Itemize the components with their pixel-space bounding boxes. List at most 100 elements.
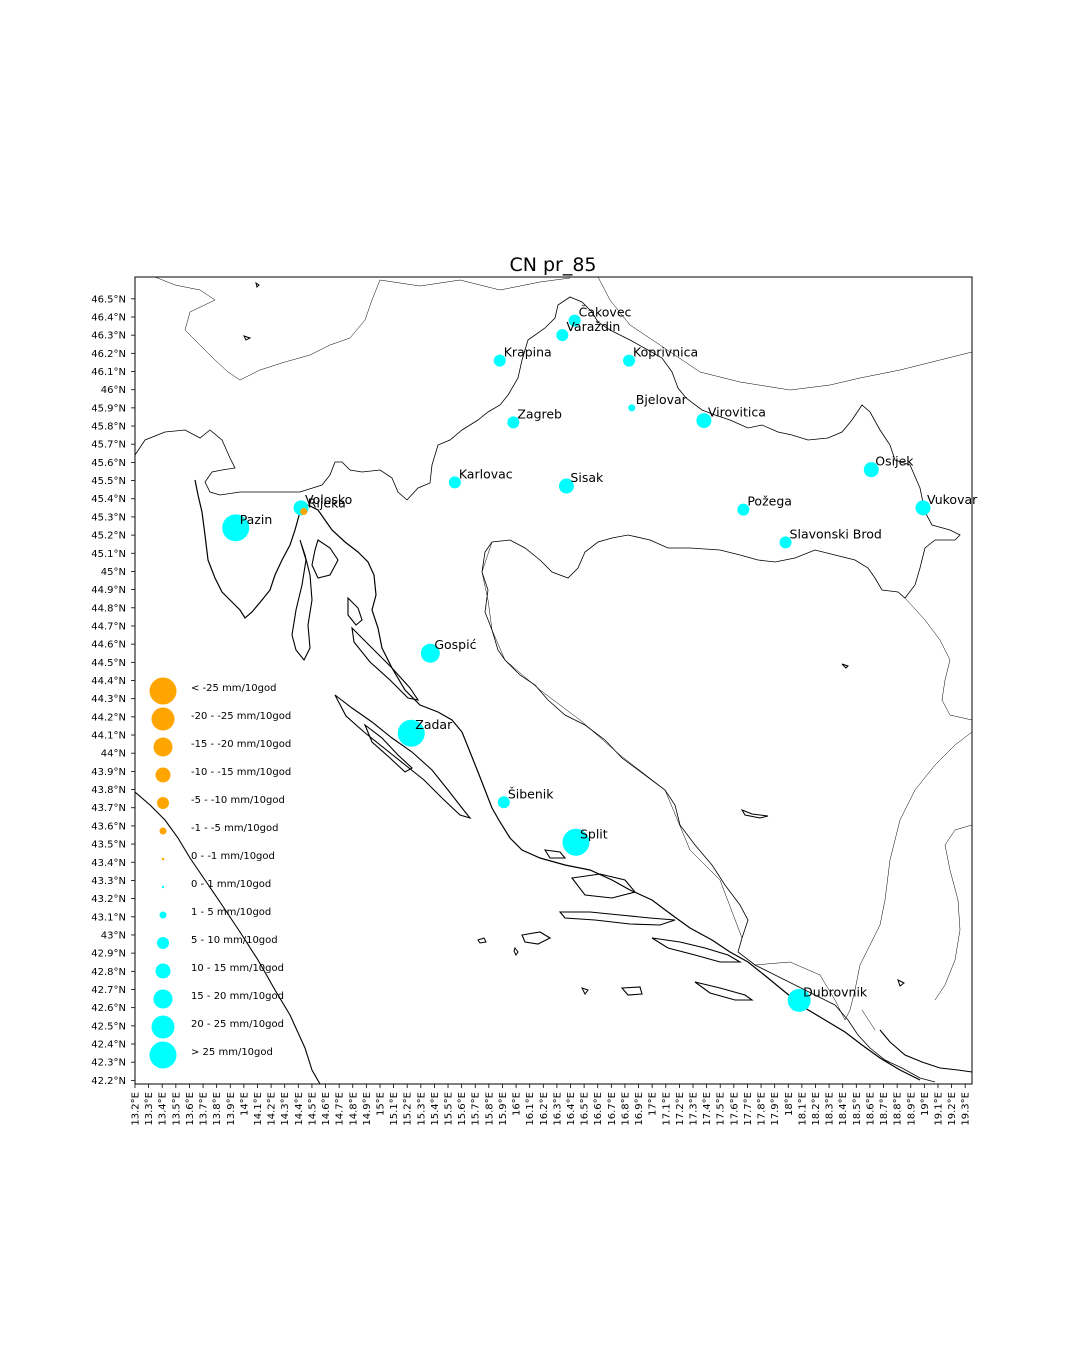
lon-tick-label: 18.6°E [865, 1092, 876, 1126]
lat-tick-label: 46.1°N [91, 367, 126, 378]
map-geography [135, 277, 972, 1084]
station-label: Bjelovar [636, 392, 688, 407]
lat-tick-label: 46.5°N [91, 294, 126, 305]
lon-tick-label: 15.6°E [457, 1092, 468, 1126]
montenegro-border [861, 824, 972, 1031]
station-marker [448, 476, 461, 489]
longitude-axis: 13.2°E 13.3°E 13.4°E 13.5°E 13.6°E 13.7°E 13.8… [131, 1084, 972, 1126]
legend-marker [159, 827, 167, 835]
island-hvar [558, 911, 676, 926]
legend-marker [155, 963, 171, 979]
station-label: Sisak [570, 470, 604, 485]
lon-tick-label: 13.4°E [158, 1092, 169, 1126]
station-label: Slavonski Brod [790, 526, 882, 541]
legend-marker [161, 857, 165, 861]
lat-tick-label: 43.5°N [91, 840, 126, 851]
station-label: Vukovar [927, 492, 978, 507]
legend-label: < -25 mm/10god [191, 683, 276, 694]
island-brac [570, 873, 636, 899]
lon-tick-label: 17.9°E [770, 1092, 781, 1126]
station-marker [397, 719, 425, 747]
station-marker [628, 404, 636, 412]
lat-tick-label: 45.6°N [91, 458, 126, 469]
lat-tick-label: 43.7°N [91, 803, 126, 814]
legend-marker [149, 677, 177, 705]
lon-tick-label: 15.1°E [389, 1092, 400, 1126]
lat-tick-label: 45.1°N [91, 549, 126, 560]
legend-marker [151, 707, 175, 731]
lon-tick-label: 16.8°E [620, 1092, 631, 1126]
station-marker [737, 503, 750, 516]
lon-tick-label: 14.1°E [253, 1092, 264, 1126]
station-label: Čakovec [579, 305, 632, 320]
station-label: Pazin [240, 512, 273, 527]
station-marker [507, 416, 520, 429]
lon-tick-label: 13.8°E [212, 1092, 223, 1126]
lon-tick-label: 13.9°E [226, 1092, 237, 1126]
lat-tick-label: 46°N [101, 385, 126, 396]
lon-tick-label: 13.2°E [131, 1092, 142, 1126]
lon-tick-label: 16.7°E [607, 1092, 618, 1126]
station-marker [568, 314, 581, 327]
legend-label: 0 - -1 mm/10god [191, 851, 275, 862]
lon-tick-label: 14.3°E [280, 1092, 291, 1126]
lon-tick-label: 16.3°E [552, 1092, 563, 1126]
slovenia-border [154, 277, 381, 381]
legend: < -25 mm/10god -20 - -25 mm/10god -15 - -2… [149, 677, 291, 1069]
legend-marker [149, 1041, 177, 1069]
legend-label: > 25 mm/10god [191, 1047, 273, 1058]
lon-tick-label: 15.3°E [416, 1092, 427, 1126]
island-ugljan [363, 723, 413, 773]
lat-tick-label: 43.1°N [91, 912, 126, 923]
lon-tick-label: 17.1°E [661, 1092, 672, 1126]
legend-label: 5 - 10 mm/10god [191, 935, 278, 946]
station-label: Požega [747, 494, 792, 509]
island-small-1 [740, 808, 769, 819]
montenegro-coast [879, 1029, 972, 1073]
lat-tick-label: 42.8°N [91, 967, 126, 978]
station-label: Osijek [875, 454, 914, 469]
station-marker [497, 796, 510, 809]
lake-small [841, 663, 849, 669]
lon-tick-label: 17.3°E [689, 1092, 700, 1126]
station-label: Dubrovnik [803, 984, 868, 999]
legend-marker [155, 767, 171, 783]
legend-label: -15 - -20 mm/10god [191, 739, 291, 750]
lon-tick-label: 17.4°E [702, 1092, 713, 1126]
lon-tick-label: 19.1°E [933, 1092, 944, 1126]
serbia-border [904, 597, 972, 721]
island-dugi-otok [334, 694, 472, 820]
lon-tick-label: 15.7°E [471, 1092, 482, 1126]
station-label: Zadar [415, 717, 453, 732]
lon-tick-label: 13.6°E [185, 1092, 196, 1126]
station-marker [556, 329, 569, 342]
island-krk [311, 539, 339, 579]
island-lastovo [620, 986, 643, 996]
map-title: CN pr_85 [509, 254, 596, 276]
lat-tick-label: 44.7°N [91, 621, 126, 632]
legend-label: 15 - 20 mm/10god [191, 991, 284, 1002]
lat-tick-label: 42.6°N [91, 1003, 126, 1014]
lat-tick-label: 44°N [101, 749, 126, 760]
lat-tick-label: 43.6°N [91, 821, 126, 832]
lat-tick-label: 46.3°N [91, 331, 126, 342]
lon-tick-label: 15.4°E [430, 1092, 441, 1126]
lat-tick-label: 44.8°N [91, 603, 126, 614]
lat-tick-label: 42.9°N [91, 949, 126, 960]
lon-tick-label: 14.9°E [362, 1092, 373, 1126]
island-vis [521, 931, 552, 945]
latitude-axis: 46.5°N 46.4°N 46.3°N 46.2°N 46.1°N 46°N 45.9°N… [91, 294, 135, 1087]
station-marker [493, 354, 506, 367]
lat-tick-label: 45.7°N [91, 440, 126, 451]
legend-marker [153, 989, 173, 1009]
lon-tick-label: 15.9°E [498, 1092, 509, 1126]
lon-tick-label: 19°E [920, 1092, 931, 1116]
lon-tick-label: 18.5°E [852, 1092, 863, 1126]
lat-tick-label: 44.6°N [91, 640, 126, 651]
station-marker [558, 478, 574, 494]
lat-tick-label: 45°N [101, 567, 126, 578]
island-small-5 [897, 979, 905, 987]
lon-tick-label: 17.2°E [675, 1092, 686, 1126]
island-small-3 [513, 946, 519, 956]
